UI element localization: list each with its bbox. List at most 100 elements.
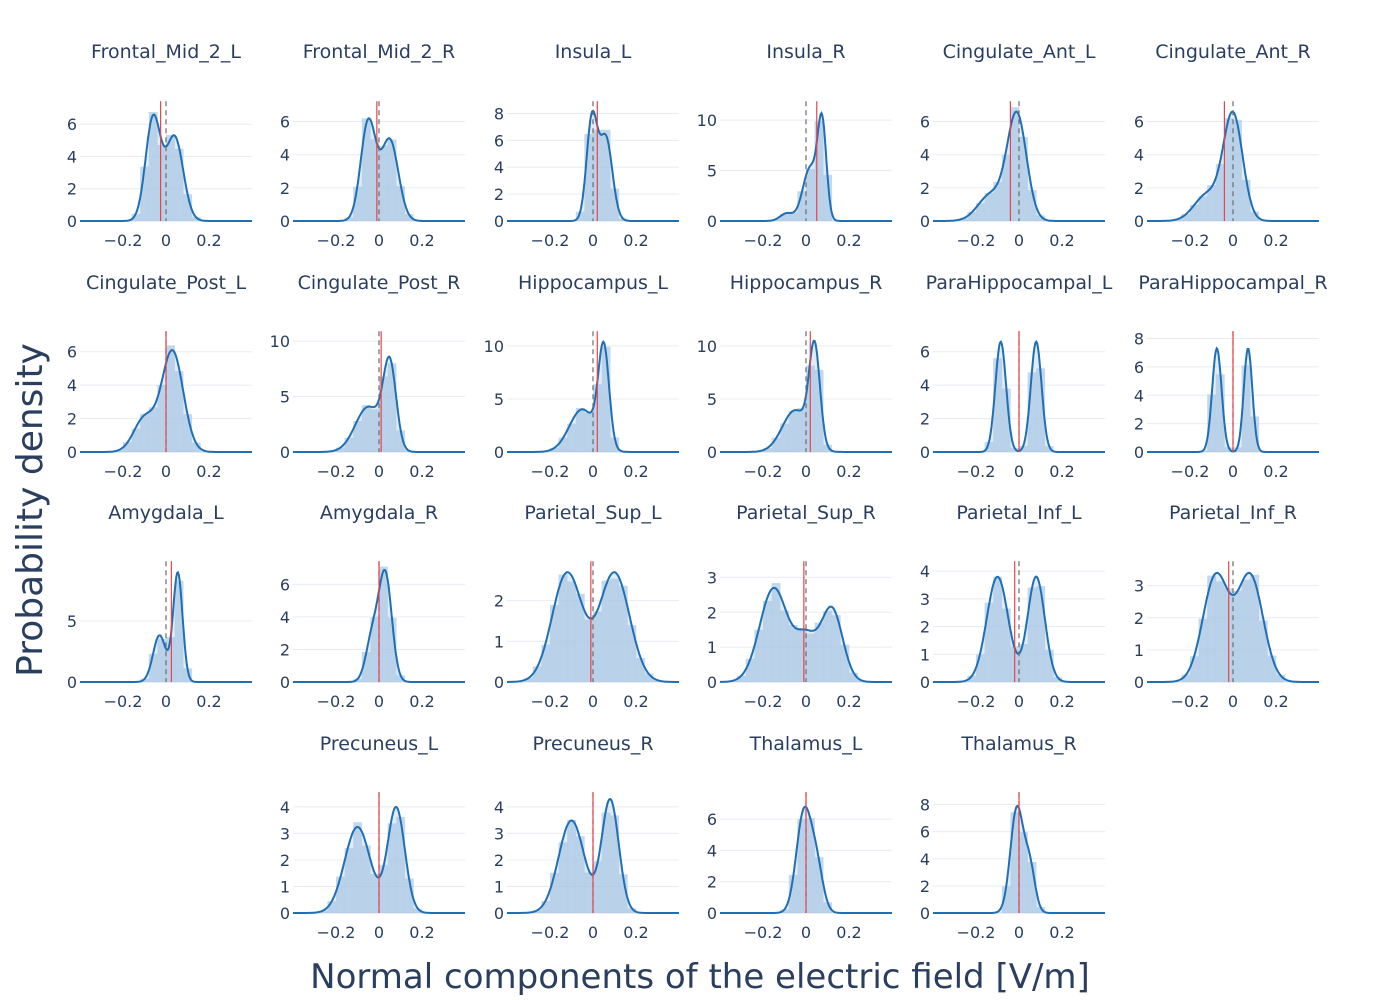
- x-tick-label: 0.2: [196, 692, 221, 711]
- subplot-title: Insula_R: [766, 41, 845, 63]
- y-tick-label: 2: [920, 179, 930, 198]
- subplot: 0 1 2 −0.2 0 0.2 Parietal_Sup_L: [494, 502, 679, 711]
- y-tick-label: 8: [920, 796, 930, 815]
- histogram-bar: [396, 430, 406, 452]
- histogram-bar: [1001, 608, 1011, 682]
- histogram-bar: [344, 437, 354, 452]
- histogram-bar: [1001, 154, 1011, 221]
- x-tick-label: −0.2: [957, 692, 996, 711]
- y-tick-label: 0: [920, 673, 930, 692]
- y-tick-label: 6: [707, 810, 717, 829]
- histogram-bar: [353, 822, 363, 913]
- histogram-bar: [327, 901, 337, 913]
- y-tick-label: 6: [67, 343, 77, 362]
- x-tick-label: 0.2: [623, 231, 648, 250]
- histogram-bar: [1233, 119, 1242, 221]
- histogram-bar: [780, 610, 790, 682]
- y-tick-label: 0: [920, 443, 930, 462]
- x-tick-label: 0: [801, 692, 811, 711]
- y-tick-label: 3: [920, 590, 930, 609]
- histogram-bar: [558, 842, 568, 913]
- x-axis-label: Normal components of the electric field …: [310, 957, 1090, 997]
- histogram-bar: [737, 675, 747, 682]
- histogram-bar: [541, 901, 551, 913]
- histogram-bar: [336, 447, 345, 452]
- x-tick-label: 0.2: [1263, 692, 1288, 711]
- x-tick-label: 0.2: [409, 231, 434, 250]
- histogram-bar: [1027, 587, 1037, 682]
- subplot-title: Cingulate_Post_L: [86, 272, 247, 294]
- histogram-bar: [1207, 185, 1217, 221]
- y-tick-label: 0: [280, 673, 290, 692]
- histogram-bar: [1233, 590, 1242, 682]
- y-tick-label: 0: [67, 443, 77, 462]
- subplot: 0 2 4 6 −0.2 0 0.2 Thalamus_L: [707, 733, 892, 942]
- x-tick-label: 0.2: [623, 462, 648, 481]
- x-tick-label: −0.2: [317, 923, 356, 942]
- histogram-bar: [814, 369, 824, 452]
- subplot: 0 1 2 3 −0.2 0 0.2 Parietal_Sup_R: [707, 502, 892, 711]
- histogram-bar: [967, 211, 977, 221]
- x-tick-label: 0: [161, 231, 171, 250]
- subplot: 0 2 4 6 −0.2 0 0.2 Amygdala_R: [280, 502, 465, 711]
- histogram-bar: [1001, 886, 1011, 913]
- x-tick-label: 0.2: [409, 923, 434, 942]
- x-tick-label: 0: [374, 923, 384, 942]
- histogram-bar: [584, 872, 594, 913]
- histogram-bar: [370, 139, 380, 221]
- kde-fill: [507, 341, 679, 452]
- x-tick-label: −0.2: [1171, 692, 1210, 711]
- histogram-bar: [627, 625, 637, 682]
- y-tick-label: 6: [280, 575, 290, 594]
- x-tick-label: 0: [161, 462, 171, 481]
- histogram-bar: [788, 410, 798, 452]
- histogram-bar: [191, 217, 201, 221]
- kde-line: [293, 355, 465, 453]
- histogram-bar: [1036, 586, 1046, 682]
- histogram-bar: [763, 600, 772, 682]
- x-tick-label: 0.2: [1049, 462, 1074, 481]
- subplot-title: Precuneus_L: [320, 733, 439, 755]
- y-tick-label: 1: [920, 645, 930, 664]
- subplot-title: Thalamus_L: [749, 733, 863, 755]
- histogram-bar: [831, 615, 841, 682]
- y-tick-label: 10: [697, 337, 717, 356]
- y-tick-label: 4: [280, 608, 290, 627]
- subplot: 0 5 10 −0.2 0 0.2 Insula_R: [697, 41, 892, 250]
- x-tick-label: 0: [1014, 692, 1024, 711]
- histogram-bar: [814, 121, 824, 221]
- histogram-bar: [584, 133, 594, 221]
- y-tick-label: 0: [494, 212, 504, 231]
- y-tick-label: 2: [1134, 415, 1144, 434]
- y-tick-label: 4: [67, 376, 77, 395]
- histogram-bar: [771, 583, 781, 682]
- histogram-bar: [584, 619, 594, 682]
- histogram-bar: [361, 845, 371, 913]
- histogram-bar: [976, 203, 985, 221]
- histogram-bar: [567, 423, 577, 452]
- subplot-title: Cingulate_Ant_L: [943, 41, 1096, 63]
- histogram-bar: [1215, 581, 1225, 682]
- histogram-bar: [788, 874, 798, 913]
- histogram-bar: [140, 413, 150, 452]
- x-tick-label: 0.2: [196, 231, 221, 250]
- histogram-bar: [404, 878, 414, 913]
- y-tick-label: 5: [707, 162, 717, 181]
- histogram-bar: [610, 815, 620, 913]
- histogram-bar: [823, 444, 833, 452]
- kde-line: [80, 570, 252, 683]
- histogram-bar: [575, 211, 585, 221]
- x-tick-label: −0.2: [317, 692, 356, 711]
- x-tick-label: 0.2: [836, 231, 861, 250]
- histogram-bar: [404, 214, 414, 221]
- histogram-bar: [1190, 656, 1199, 682]
- histogram-bar: [532, 910, 542, 913]
- x-tick-label: 0.2: [1049, 692, 1074, 711]
- histogram-bar: [1250, 416, 1260, 452]
- x-tick-label: 0: [1228, 462, 1238, 481]
- subplot-title: ParaHippocampal_R: [1138, 272, 1327, 294]
- histogram-bar: [1233, 447, 1242, 452]
- histogram-bar: [379, 145, 388, 221]
- x-tick-label: 0: [1014, 462, 1024, 481]
- histogram-bar: [1190, 204, 1199, 221]
